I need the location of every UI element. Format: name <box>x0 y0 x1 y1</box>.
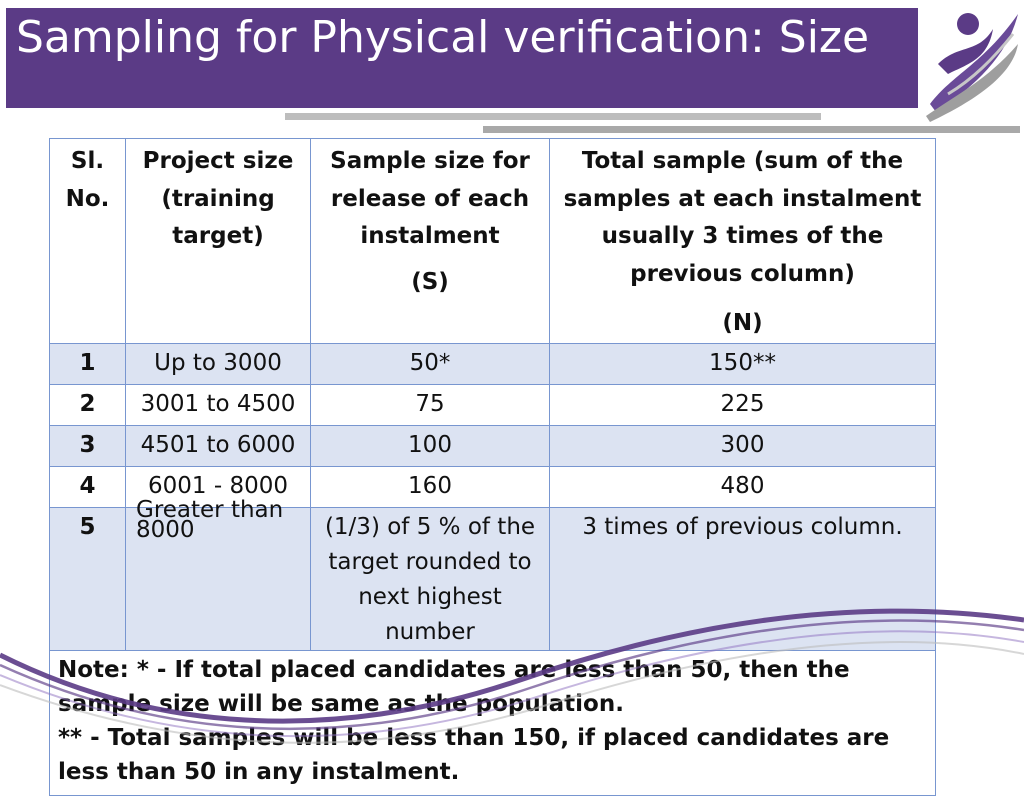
decorative-rule-lower <box>483 126 1020 133</box>
header-project-size: Project size (training target) <box>125 138 311 344</box>
table-row: 5 Greater than 8000 (1/3) of 5 % of the … <box>49 498 936 651</box>
cell-sl: 5 <box>49 506 126 651</box>
table-row: 1 Up to 3000 50* 150** <box>49 342 936 385</box>
title-bar: Sampling for Physical verification: Size <box>6 8 918 108</box>
cell-sample: 50* <box>310 342 550 385</box>
slide-title: Sampling for Physical verification: Size <box>16 12 870 63</box>
note-line-1: Note: * - If total placed candidates are… <box>58 656 850 717</box>
cell-project-size-text: Greater than 8000 <box>136 496 284 543</box>
sampling-table: Sl. No. Project size (training target) S… <box>49 138 936 796</box>
cell-sample: 75 <box>310 383 550 426</box>
cell-total: 3 times of previous column. <box>549 506 936 651</box>
cell-project-size: Greater than 8000 <box>125 498 311 651</box>
cell-total: 480 <box>549 465 936 508</box>
cell-total: 150** <box>549 342 936 385</box>
cell-project-size: 4501 to 6000 <box>125 424 311 467</box>
cell-total: 300 <box>549 424 936 467</box>
cell-sample: (1/3) of 5 % of the target rounded to ne… <box>310 506 550 651</box>
decorative-rule-upper <box>285 113 821 120</box>
table-header-row: Sl. No. Project size (training target) S… <box>49 138 936 344</box>
cell-project-size: Up to 3000 <box>125 342 311 385</box>
header-sample-symbol: (S) <box>411 268 449 295</box>
cell-sl: 1 <box>49 342 126 385</box>
table-row: 4 6001 - 8000 160 480 <box>49 465 936 508</box>
header-total-symbol: (N) <box>722 310 763 336</box>
note-line-2: ** - Total samples will be less than 150… <box>58 724 890 785</box>
note-row: Note: * - If total placed candidates are… <box>49 649 936 796</box>
header-total-sample-label: Total sample (sum of the samples at each… <box>563 148 922 287</box>
table-row: 2 3001 to 4500 75 225 <box>49 383 936 426</box>
note-cell: Note: * - If total placed candidates are… <box>49 649 936 796</box>
cell-total: 225 <box>549 383 936 426</box>
cell-sl: 4 <box>49 465 126 508</box>
header-sample-size-label: Sample size for release of each instalme… <box>330 148 530 249</box>
logo-icon <box>926 13 1018 122</box>
header-sl-no: Sl. No. <box>49 138 126 344</box>
cell-sample: 160 <box>310 465 550 508</box>
header-sample-size: Sample size for release of each instalme… <box>310 138 550 344</box>
header-total-sample: Total sample (sum of the samples at each… <box>549 138 936 344</box>
cell-sample: 100 <box>310 424 550 467</box>
cell-project-size: 3001 to 4500 <box>125 383 311 426</box>
cell-sl: 3 <box>49 424 126 467</box>
table-row: 3 4501 to 6000 100 300 <box>49 424 936 467</box>
cell-sl: 2 <box>49 383 126 426</box>
